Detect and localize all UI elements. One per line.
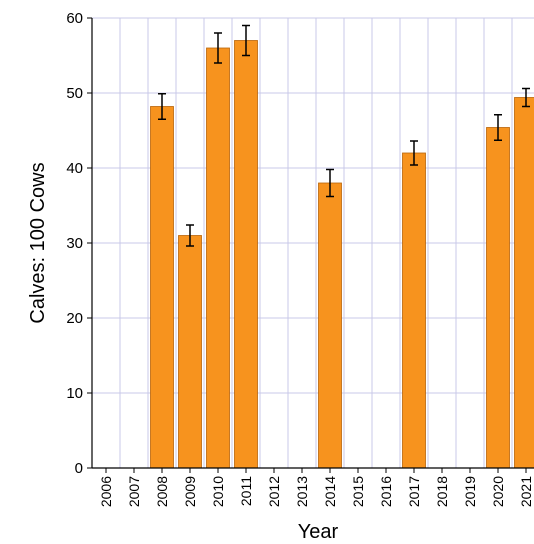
bar (318, 182, 342, 469)
bars-group (150, 40, 534, 469)
x-tick-label: 2006 (98, 476, 114, 507)
y-tick-labels: 0 10 20 30 40 50 60 (66, 10, 83, 477)
x-tick-label: 2007 (126, 476, 142, 507)
x-tick-label: 2020 (490, 476, 506, 507)
x-tick-label: 2008 (154, 476, 170, 507)
y-tick-label: 50 (66, 85, 83, 102)
x-tick-label: 2019 (462, 476, 478, 507)
y-tick-label: 10 (66, 385, 83, 402)
grid-lines (91, 17, 534, 468)
x-tick-label: 2010 (210, 476, 226, 507)
x-tick-label: 2016 (378, 476, 394, 507)
bar (206, 47, 230, 469)
y-axis-title: Calves: 100 Cows (27, 162, 49, 323)
bar (402, 152, 426, 469)
x-tick-label: 2011 (238, 476, 254, 506)
x-axis-title: Year (298, 521, 339, 543)
y-tick-label: 40 (66, 160, 83, 177)
y-tick-label: 0 (75, 460, 83, 477)
x-tick-label: 2015 (350, 476, 366, 507)
x-tick-label: 2012 (266, 476, 282, 507)
axes (87, 17, 534, 473)
x-tick-label: 2018 (434, 476, 450, 507)
x-tick-label: 2017 (406, 476, 422, 507)
y-tick-label: 30 (66, 235, 83, 252)
x-tick-label: 2009 (182, 476, 198, 507)
error-bars-group (158, 24, 530, 247)
x-tick-label: 2014 (322, 476, 338, 507)
x-tick-label: 2013 (294, 476, 310, 507)
bar (486, 127, 510, 469)
y-tick-label: 20 (66, 310, 83, 327)
x-tick-label: 2021 (518, 476, 534, 507)
bar (178, 235, 202, 469)
bar (234, 40, 258, 469)
bar (514, 97, 534, 469)
bar (150, 106, 174, 469)
x-tick-labels: 2006 2007 2008 2009 2010 2011 2012 2013 2014 2015… (98, 476, 534, 507)
y-tick-label: 60 (66, 10, 83, 27)
